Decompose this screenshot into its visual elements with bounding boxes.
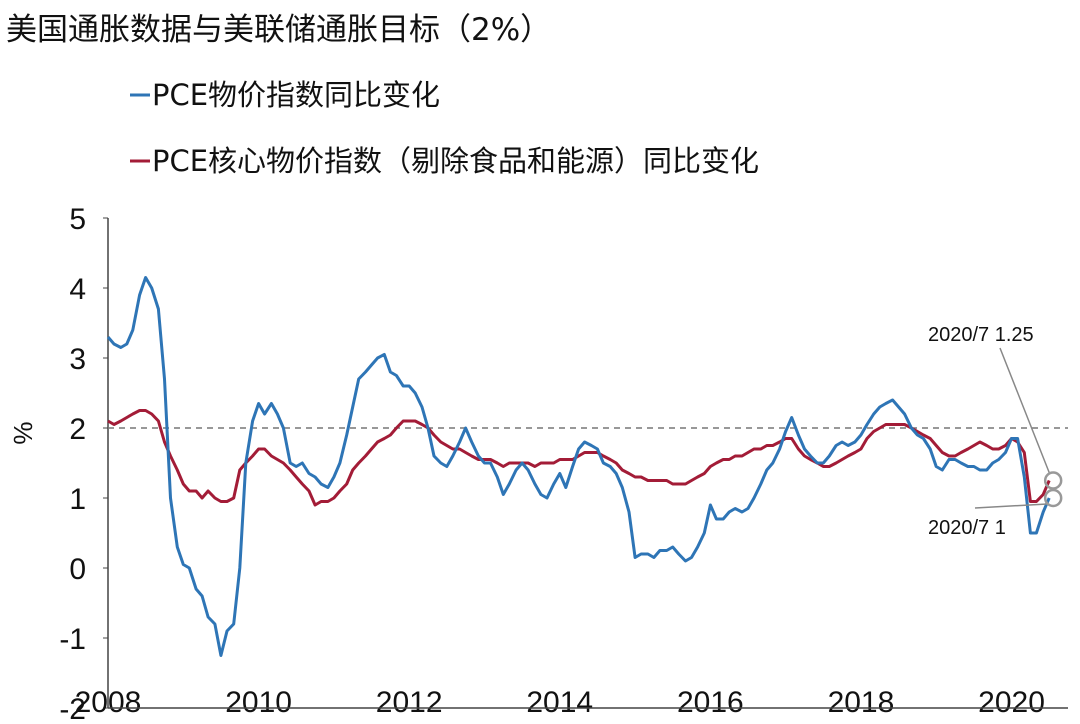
x-tick-label: 2014 (526, 686, 593, 719)
x-tick-label: 2012 (376, 686, 443, 719)
series-line-core-pce (107, 409, 1051, 507)
annotation-marker-pce (1043, 488, 1063, 508)
annotations: 2020/7 1.25 2020/7 1 (928, 324, 1063, 539)
y-tick-label: 5 (69, 203, 86, 236)
x-axis-ticks: 2008 2010 2012 2014 2016 2018 2020 (75, 686, 1045, 719)
y-tick-label: 1 (69, 483, 86, 516)
axes (107, 218, 1068, 709)
y-tick-label: -1 (59, 623, 86, 656)
y-tick-label: 0 (69, 553, 86, 586)
chart-title: 美国通胀数据与美联储通胀目标（2%） (6, 12, 551, 48)
annotation-marker-core (1043, 471, 1063, 490)
y-tick-label: 2 (69, 413, 86, 446)
y-axis-ticks: 5 4 3 2 1 0 -1 -2 (59, 203, 108, 724)
y-axis-title: % (8, 421, 38, 444)
x-tick-label: 2016 (677, 686, 744, 719)
x-tick-label: 2020 (978, 686, 1045, 719)
series-line-pce (106, 276, 1051, 657)
series-lines (106, 276, 1051, 657)
annotation-leader-core (999, 347, 1050, 473)
y-tick-label: -2 (59, 693, 86, 724)
annotation-leader-pce (974, 503, 1048, 509)
x-tick-label: 2018 (828, 686, 895, 719)
x-tick-label: 2010 (225, 686, 292, 719)
legend-label-core-pce: PCE核心物价指数（剔除食品和能源）同比变化 (152, 144, 759, 178)
annotation-label-pce: 2020/7 1 (928, 517, 1006, 539)
annotation-label-core: 2020/7 1.25 (928, 324, 1034, 346)
legend-label-pce: PCE物价指数同比变化 (152, 78, 440, 112)
y-tick-label: 4 (69, 273, 86, 306)
y-tick-label: 3 (69, 343, 86, 376)
legend: PCE物价指数同比变化 PCE核心物价指数（剔除食品和能源）同比变化 (130, 78, 759, 178)
